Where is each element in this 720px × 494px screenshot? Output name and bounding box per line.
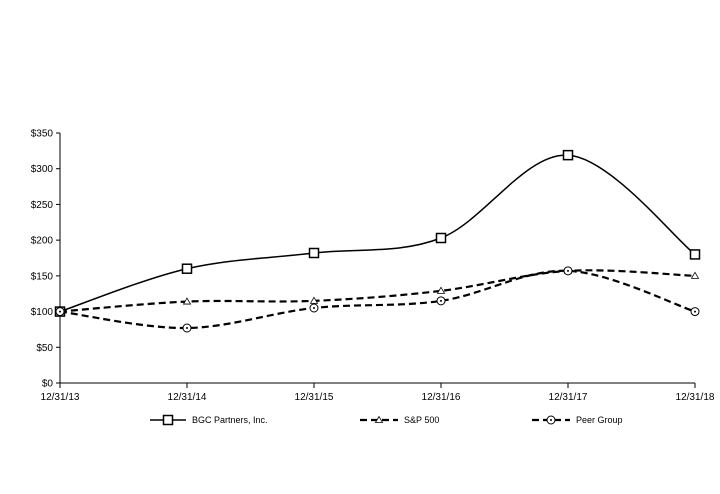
legend-item-2: S&P 500: [360, 415, 439, 425]
legend-item-1: BGC Partners, Inc.: [150, 414, 268, 426]
data-point: [435, 232, 447, 244]
marker-dot: [550, 419, 552, 421]
y-tick-label: $200: [31, 236, 54, 247]
x-tick-label: 12/31/14: [168, 392, 207, 403]
marker-dot: [694, 310, 696, 313]
y-axis-ticks: $0 $50 $100 $150 $200 $250 $300 $350: [31, 129, 60, 390]
data-point: [690, 271, 700, 279]
data-point: [690, 307, 700, 317]
y-tick-label: $100: [31, 307, 54, 318]
data-point: [55, 307, 65, 317]
x-axis-ticks: 12/31/13 12/31/14 12/31/15 12/31/16 12/31/17…: [41, 383, 715, 403]
y-tick-label: $150: [31, 271, 54, 282]
legend-marker: [546, 415, 556, 425]
data-point: [436, 296, 446, 306]
x-tick-label: 12/31/18: [676, 392, 715, 403]
legend-label: Peer Group: [576, 415, 623, 425]
legend-label: BGC Partners, Inc.: [192, 415, 268, 425]
marker-dot: [186, 327, 188, 329]
marker-dot: [59, 310, 61, 313]
legend: BGC Partners, Inc. S&P 500 Peer Group: [150, 414, 623, 426]
axes: [59, 133, 695, 384]
data-point: [182, 297, 192, 305]
y-tick-label: $300: [31, 164, 54, 175]
legend-label: S&P 500: [404, 415, 439, 425]
series-3: [55, 266, 700, 333]
marker-dot: [313, 307, 315, 309]
y-tick-label: $50: [36, 343, 53, 354]
legend-marker: [162, 414, 174, 426]
x-tick-label: 12/31/17: [549, 392, 588, 403]
series-line: [59, 154, 696, 313]
x-tick-label: 12/31/15: [295, 392, 334, 403]
series-line: [59, 269, 696, 313]
x-tick-label: 12/31/16: [422, 392, 461, 403]
y-tick-label: $250: [31, 200, 54, 211]
y-tick-label: $350: [31, 129, 54, 140]
data-point: [181, 263, 193, 274]
data-point: [308, 247, 320, 259]
data-point: [182, 323, 192, 333]
series-2: [55, 266, 700, 315]
series-group: [54, 149, 701, 333]
y-tick-label: $0: [42, 379, 54, 390]
data-point: [562, 149, 574, 161]
series-line: [59, 269, 696, 330]
marker-dot: [440, 299, 442, 302]
marker-dot: [567, 269, 569, 272]
data-point: [563, 266, 573, 276]
legend-marker: [374, 415, 384, 423]
series-1: [54, 149, 701, 317]
x-tick-label: 12/31/13: [41, 392, 80, 403]
data-point: [309, 303, 319, 313]
data-point: [689, 249, 701, 260]
data-point: [436, 286, 446, 294]
legend-item-3: Peer Group: [532, 415, 623, 425]
data-point: [309, 296, 319, 304]
